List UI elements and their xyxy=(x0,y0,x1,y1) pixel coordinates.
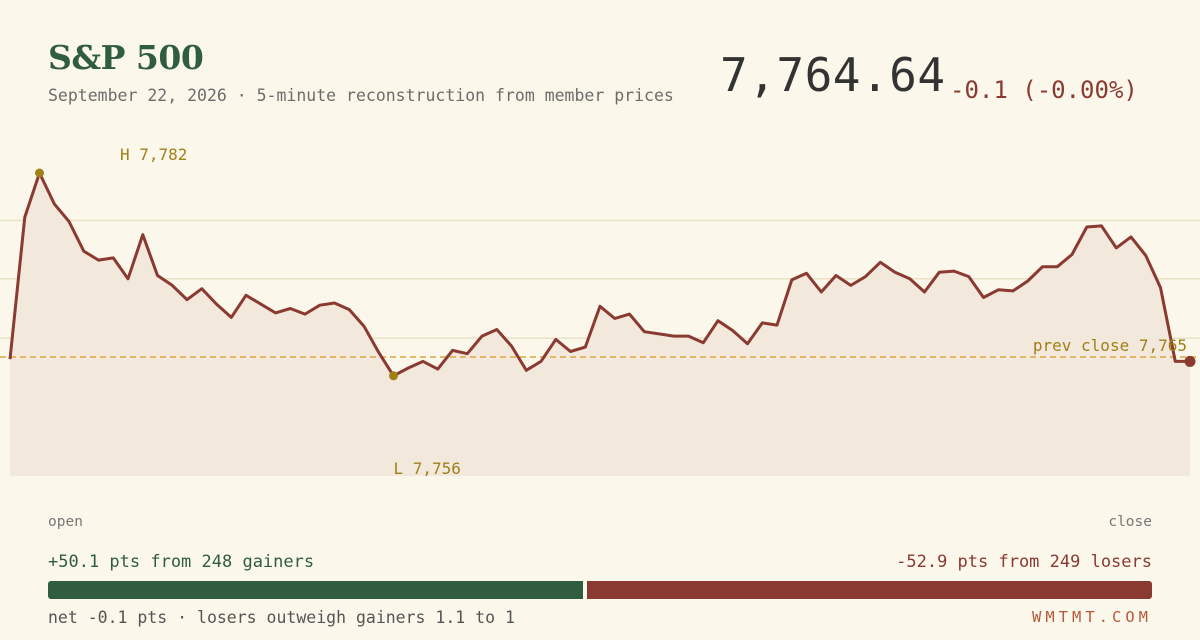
intraday-line-chart: H 7,782 L 7,756 prev close 7,765 xyxy=(0,145,1200,478)
page-title: S&P 500 xyxy=(48,38,204,77)
current-price: 7,764.64 xyxy=(720,48,946,102)
breadth-bar xyxy=(48,581,1152,599)
low-marker xyxy=(389,371,398,381)
low-label: L 7,756 xyxy=(394,459,461,478)
gainers-bar xyxy=(48,581,584,599)
gainers-summary: +50.1 pts from 248 gainers xyxy=(48,552,315,572)
price-series-line xyxy=(8,171,1190,378)
page-subtitle: September 22, 2026 · 5-minute reconstruc… xyxy=(48,86,674,105)
x-axis-open-label: open xyxy=(48,514,83,530)
net-summary: net -0.1 pts · losers outweigh gainers 1… xyxy=(48,608,515,627)
x-axis-close-label: close xyxy=(1108,514,1152,530)
high-label: H 7,782 xyxy=(120,145,187,164)
losers-bar xyxy=(587,581,1152,599)
losers-summary: -52.9 pts from 249 losers xyxy=(896,552,1152,572)
prev-close-label: prev close 7,765 xyxy=(1033,336,1187,355)
area-fill xyxy=(10,173,1190,476)
high-marker xyxy=(35,168,44,178)
price-change: -0.1 (-0.00%) xyxy=(950,76,1138,104)
brand-wordmark: WMTMT.COM xyxy=(1032,608,1152,626)
last-price-marker xyxy=(1184,355,1196,367)
